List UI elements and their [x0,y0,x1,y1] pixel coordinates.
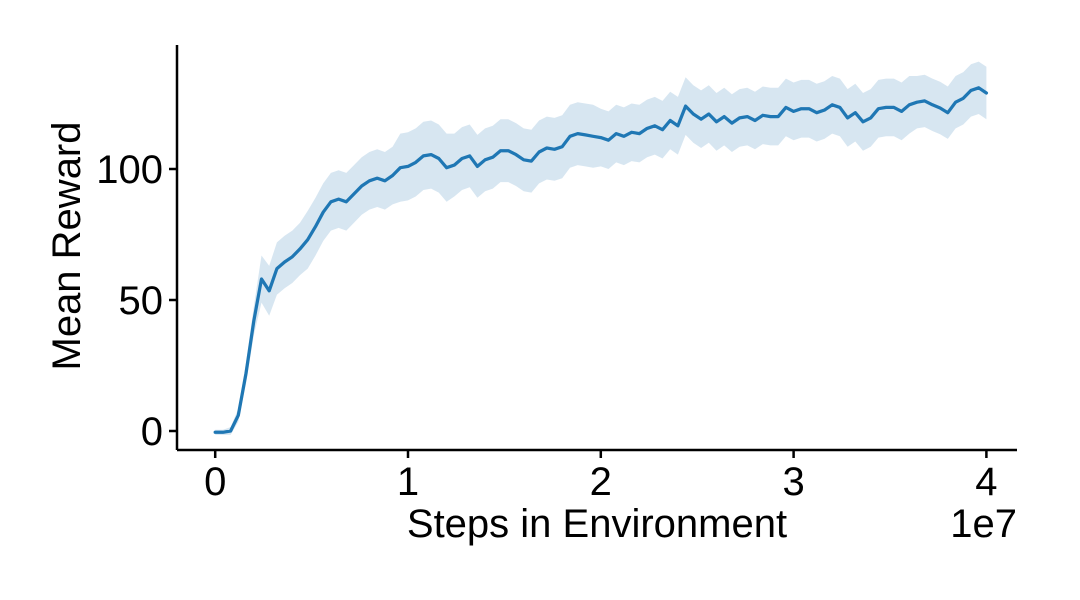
x-axis-offset-label: 1e7 [950,502,1017,546]
plot-layer [213,61,989,435]
y-tick-label-0: 0 [141,410,163,454]
x-tick-label-4: 4 [975,460,997,504]
axis-layer: 0 1 2 3 4 0 50 100 [96,45,1017,504]
x-tick-label-2: 2 [590,460,612,504]
y-tick-label-50: 50 [119,279,164,323]
y-axis-label: Mean Reward [45,121,89,370]
x-tick-label-0: 0 [204,460,226,504]
mean-reward-line [213,86,989,434]
x-tick-label-3: 3 [782,460,804,504]
x-axis-label: Steps in Environment [407,502,787,546]
confidence-band [215,61,987,435]
x-tick-label-1: 1 [397,460,419,504]
y-tick-label-100: 100 [96,148,163,192]
